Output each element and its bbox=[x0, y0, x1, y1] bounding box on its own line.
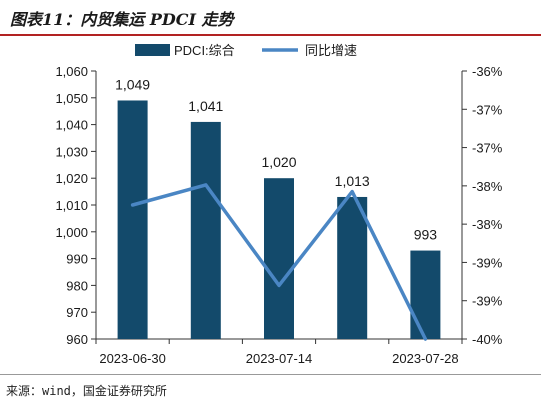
y-tick-label: 990 bbox=[66, 252, 88, 267]
line-point-yoy bbox=[131, 203, 135, 207]
line-point-yoy bbox=[204, 183, 208, 187]
y2-tick-label: -37% bbox=[472, 102, 503, 117]
bar-pdci bbox=[190, 121, 221, 339]
y2-tick-label: -37% bbox=[472, 141, 503, 156]
x-tick-label: 2023-07-14 bbox=[246, 351, 313, 366]
legend-label-pdci: PDCI:综合 bbox=[174, 43, 235, 58]
source-rule bbox=[0, 374, 541, 375]
bar-data-label: 1,041 bbox=[188, 98, 223, 114]
y2-tick-label: -39% bbox=[472, 255, 503, 270]
y2-tick-label: -38% bbox=[472, 217, 503, 232]
bar-pdci bbox=[337, 196, 368, 339]
y-tick-label: 1,000 bbox=[55, 225, 88, 240]
pdci-chart: PDCI:综合 同比增速 960 970 980 990 1,000 1,010 1,020 1,… bbox=[55, 43, 503, 366]
line-point-yoy bbox=[350, 190, 354, 194]
y-tick-label: 1,020 bbox=[55, 171, 88, 186]
bar-data-label: 1,013 bbox=[335, 173, 370, 189]
bar-data-label: 1,020 bbox=[261, 154, 296, 170]
y-tick-label: 1,040 bbox=[55, 118, 88, 133]
title-rule bbox=[0, 34, 541, 36]
line-point-yoy bbox=[277, 283, 281, 287]
y-tick-label: 1,050 bbox=[55, 91, 88, 106]
bar-pdci bbox=[264, 178, 294, 339]
x-tick-label: 2023-07-28 bbox=[392, 351, 459, 366]
y2-tick-label: -39% bbox=[472, 294, 503, 309]
y-tick-label: 1,060 bbox=[55, 64, 88, 79]
bar-pdci bbox=[410, 250, 441, 339]
line-point-yoy bbox=[423, 337, 427, 341]
y2-tick-label: -36% bbox=[472, 64, 503, 79]
source-note: 来源：wind，国金证券研究所 bbox=[6, 384, 167, 398]
y2-tick-label: -40% bbox=[472, 332, 503, 347]
figure-title: 图表11：内贸集运 PDCI 走势 bbox=[10, 10, 234, 29]
y-tick-label: 1,010 bbox=[55, 198, 88, 213]
y2-tick-label: -38% bbox=[472, 179, 503, 194]
y-tick-label: 970 bbox=[66, 305, 88, 320]
bar-data-label: 1,049 bbox=[115, 76, 150, 92]
bar-pdci bbox=[117, 100, 148, 339]
legend-swatch-pdci bbox=[135, 44, 170, 56]
y-tick-label: 960 bbox=[66, 332, 88, 347]
x-tick-label: 2023-06-30 bbox=[99, 351, 166, 366]
y-tick-label: 1,030 bbox=[55, 144, 88, 159]
y-tick-label: 980 bbox=[66, 278, 88, 293]
bar-data-label: 993 bbox=[414, 227, 438, 243]
legend-label-yoy: 同比增速 bbox=[305, 43, 357, 58]
